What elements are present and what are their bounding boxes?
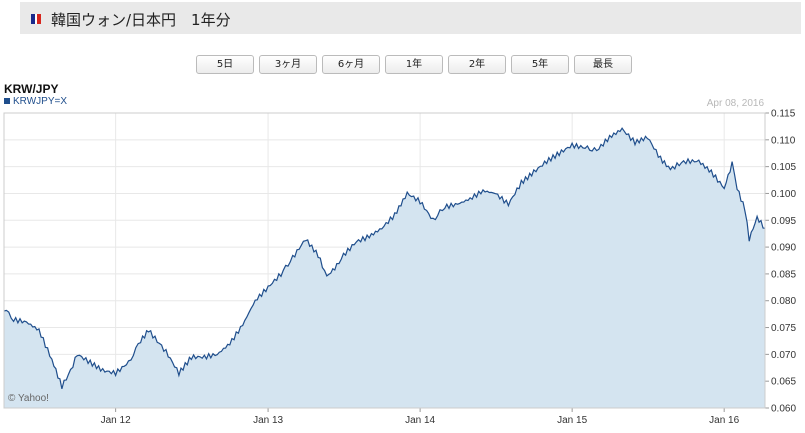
chart-symbol: KRW/JPY [4,82,59,96]
range-button-5d[interactable]: 5日 [196,55,254,74]
y-tick-label: 0.065 [771,377,796,388]
y-axis: 0.060 0.065 0.070 0.075 0.080 0.085 0.090 0.095… [765,109,796,415]
korea-japan-flag-icon [31,14,41,24]
range-button-max[interactable]: 最長 [574,55,632,74]
y-tick-label: 0.080 [771,296,796,307]
y-tick-label: 0.070 [771,350,796,361]
series-area-fill [4,128,765,408]
x-tick-label: Jan 15 [557,415,587,426]
y-tick-label: 0.090 [771,243,796,254]
x-tick-label: Jan 12 [101,415,131,426]
y-tick-label: 0.115 [771,109,796,120]
legend-label: KRWJPY=X [13,96,67,107]
x-tick-label: Jan 16 [709,415,739,426]
x-axis: Jan 12 Jan 13 Jan 14 Jan 15 Jan 16 [101,408,740,426]
range-button-6m[interactable]: 6ヶ月 [322,55,380,74]
page-title: 韓国ウォン/日本円 1年分 [51,11,231,29]
range-button-2y[interactable]: 2年 [448,55,506,74]
range-button-5y[interactable]: 5年 [511,55,569,74]
y-tick-label: 0.095 [771,216,796,227]
yahoo-credit: © Yahoo! [8,393,49,404]
plot-frame [3,112,766,409]
chart-header: 韓国ウォン/日本円 1年分 [20,2,801,34]
date-label: Apr 08, 2016 [707,98,765,109]
y-tick-label: 0.105 [771,162,796,173]
range-button-1y[interactable]: 1年 [385,55,443,74]
range-button-3m[interactable]: 3ヶ月 [259,55,317,74]
series-line [3,127,766,390]
y-tick-label: 0.075 [771,323,796,334]
legend-swatch [4,98,10,104]
y-tick-label: 0.085 [771,269,796,280]
y-tick-label: 0.060 [771,404,796,415]
y-tick-label: 0.100 [771,189,796,200]
chart-legend: KRWJPY=X [4,96,67,107]
x-tick-label: Jan 13 [253,415,283,426]
y-tick-label: 0.110 [771,135,796,146]
x-tick-label: Jan 14 [405,415,435,426]
